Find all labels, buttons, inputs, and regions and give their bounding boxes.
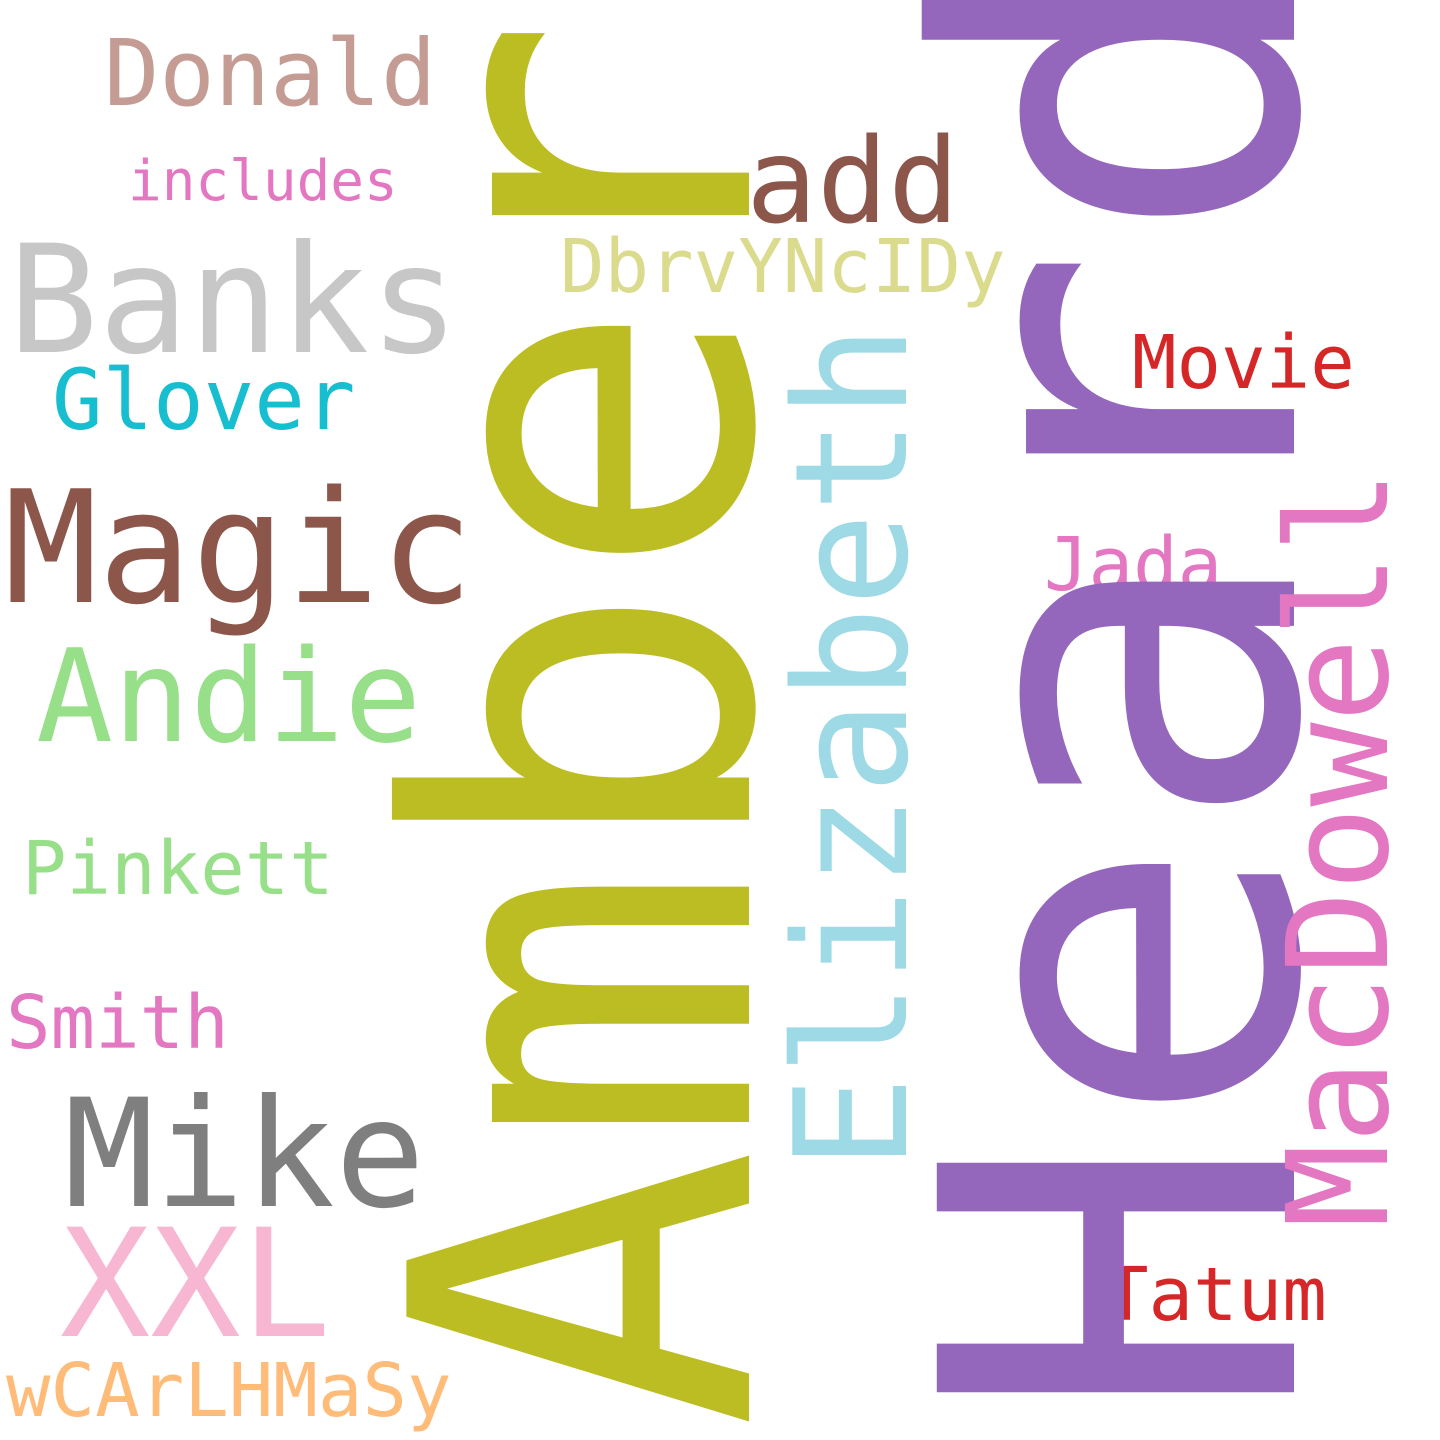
word-banks: Banks bbox=[8, 214, 460, 388]
word-elizabeth: Elizabeth bbox=[761, 324, 943, 1170]
word-amber: Amber bbox=[313, 15, 860, 1430]
word-magic: Magic bbox=[4, 457, 474, 639]
word-glover: Glover bbox=[52, 351, 356, 449]
word-xxl: XXL bbox=[60, 1198, 331, 1372]
word-dbrv: DbrvYNcIDy bbox=[560, 224, 1006, 310]
word-tatum: Tatum bbox=[1104, 1252, 1327, 1338]
word-smith: Smith bbox=[6, 980, 229, 1066]
word-add: add bbox=[746, 112, 960, 250]
word-mike: Mike bbox=[64, 1068, 426, 1242]
word-andie: Andie bbox=[36, 623, 422, 772]
word-pinkett: Pinkett bbox=[22, 826, 334, 912]
word-macdowell: MacDowell bbox=[1258, 469, 1421, 1228]
word-includes: includes bbox=[128, 149, 398, 214]
word-donald: Donald bbox=[104, 20, 437, 127]
word-movie: Movie bbox=[1132, 320, 1355, 406]
word-jada: Jada bbox=[1044, 522, 1223, 608]
word-wcar: wCArLHMaSy bbox=[6, 1348, 452, 1434]
